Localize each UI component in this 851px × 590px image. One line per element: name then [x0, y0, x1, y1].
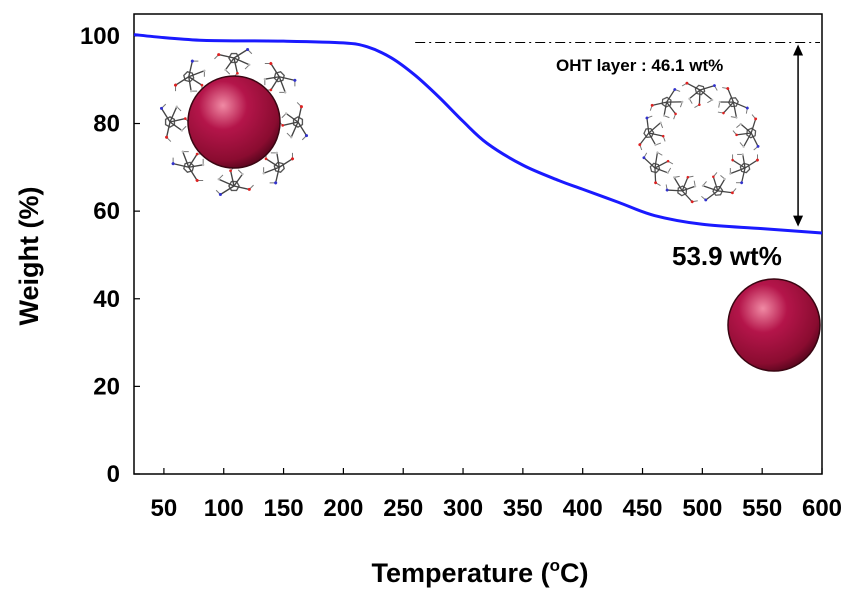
ligand-molecules-icon — [638, 81, 760, 204]
x-tick-label: 300 — [443, 495, 483, 522]
x-tick-label: 550 — [742, 495, 782, 522]
x-tick-label: 350 — [503, 495, 543, 522]
ligand-molecule-icon — [173, 59, 206, 93]
arrow-head-up-icon — [793, 44, 804, 56]
series-line — [133, 33, 823, 235]
arrow-head-down-icon — [793, 215, 804, 227]
y-tick-label: 80 — [93, 111, 120, 138]
coated-ligand-shell-icon — [159, 47, 309, 197]
y-tick-label: 100 — [80, 23, 120, 50]
x-tick-label: 600 — [802, 495, 842, 522]
plot-axes — [133, 13, 823, 475]
plot-frame — [133, 13, 823, 475]
x-tick-label: 50 — [151, 495, 178, 522]
ligand-molecule-icon — [278, 102, 309, 141]
ligand-molecule-icon — [642, 151, 674, 186]
ligand-molecule-icon — [159, 103, 190, 142]
ligand-molecule-icon — [215, 166, 254, 197]
x-tick-label: 150 — [264, 495, 304, 522]
ligand-molecule-icon — [263, 61, 297, 94]
residue-annotation: 53.9 wt% — [672, 241, 782, 271]
y-tick-label: 0 — [107, 461, 120, 488]
y-tick-label: 20 — [93, 373, 120, 400]
coated-nanoparticle-icon — [187, 75, 281, 169]
ligand-molecule-icon — [665, 175, 698, 204]
ligand-molecule-icon — [214, 47, 253, 78]
x-tick-label: 450 — [622, 495, 662, 522]
ligand-molecule-icon — [681, 81, 718, 108]
x-tick-label: 200 — [323, 495, 363, 522]
ligand-molecule-icon — [701, 172, 737, 202]
x-axis-label: Temperature (oC) — [372, 556, 589, 588]
x-tick-label: 400 — [563, 495, 603, 522]
tick-labels: 50 100 150 200 250 300 350 400 450 500 550 600 0 20 40… — [80, 23, 842, 522]
axis-ticks — [134, 35, 823, 475]
x-tick-label: 500 — [682, 495, 722, 522]
ligand-molecule-icon — [262, 151, 295, 185]
x-tick-label: 100 — [204, 495, 244, 522]
y-tick-label: 60 — [93, 198, 120, 225]
ligand-molecule-icon — [729, 153, 759, 185]
bare-nanoparticle-icon — [727, 278, 821, 372]
ligand-molecule-icon — [732, 114, 760, 151]
y-axis-label: Weight (%) — [14, 187, 44, 326]
x-tick-label: 250 — [383, 495, 423, 522]
ligand-molecule-icon — [717, 87, 749, 119]
y-tick-label: 40 — [93, 286, 120, 313]
oht-layer-annotation: OHT layer : 46.1 wt% — [556, 56, 723, 75]
ligand-molecule-icon — [638, 115, 666, 151]
ligand-molecule-icon — [649, 88, 684, 120]
